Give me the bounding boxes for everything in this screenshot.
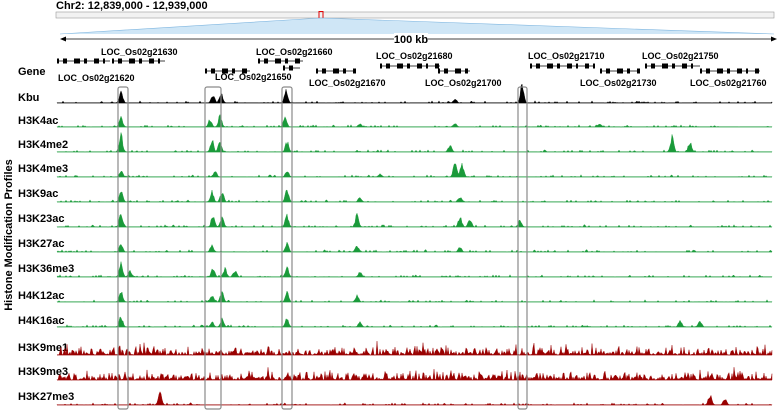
gene-label: LOC_Os02g21700: [425, 78, 502, 88]
y-axis-label: Histone Modification Profiles: [3, 159, 15, 311]
highlight-boxes: [117, 86, 528, 410]
highlight-box: [117, 86, 129, 410]
track-label: H3K23ac: [18, 213, 64, 225]
highlight-box: [281, 86, 293, 410]
track-label: H3K4me2: [18, 139, 68, 151]
gene-model: [438, 68, 470, 74]
track-signal: [56, 132, 773, 153]
track-signal: [56, 212, 773, 228]
track-signal: [56, 241, 773, 253]
track-signal: [56, 83, 773, 104]
gene-model: [380, 63, 440, 69]
gene-labels-bottom: LOC_Os02g21620 LOC_Os02g21650 LOC_Os02g2…: [58, 72, 767, 88]
gene-label: LOC_Os02g21680: [376, 51, 453, 61]
track-label: H3K9ac: [18, 188, 58, 200]
track-label: H3K27me3: [18, 391, 74, 403]
track-label: H3K27ac: [18, 238, 64, 250]
gene-model: [112, 58, 165, 64]
track-signal: [56, 189, 773, 203]
gene-model: [700, 68, 760, 74]
track-labels: Kbu H3K4ac H3K4me2 H3K4me3 H3K9ac H3K23ac H3K2…: [18, 92, 74, 403]
gene-model: [645, 63, 700, 69]
track-signal: [56, 261, 773, 278]
gene-model: [316, 68, 356, 74]
track-label: H4K16ac: [18, 315, 64, 327]
track-signals: [56, 83, 773, 406]
track-label: H3K9me1: [18, 342, 68, 354]
track-signal: [56, 290, 773, 303]
gene-label: LOC_Os02g21620: [58, 73, 135, 83]
track-label: H3K36me3: [18, 263, 74, 275]
track-signal: [56, 367, 773, 381]
gene-model: [530, 63, 595, 69]
gene-label: LOC_Os02g21710: [528, 51, 605, 61]
track-label: H4K12ac: [18, 290, 64, 302]
gene-track-label: Gene: [18, 66, 46, 78]
gene-label: LOC_Os02g21760: [690, 78, 767, 88]
gene-label: LOC_Os02g21630: [101, 47, 178, 57]
gene-label: LOC_Os02g21730: [580, 78, 657, 88]
highlight-box: [204, 86, 222, 410]
track-label: H3K4ac: [18, 115, 58, 127]
track-label: H3K9me3: [18, 366, 68, 378]
track-label: Kbu: [18, 92, 39, 104]
track-label: H3K4me3: [18, 163, 68, 175]
gene-model: [600, 68, 640, 74]
gene-model: [258, 58, 303, 64]
track-signal: [56, 113, 773, 128]
gene-models: [57, 58, 760, 74]
gene-label: LOC_Os02g21750: [642, 51, 719, 61]
gene-label: LOC_Os02g21650: [215, 72, 292, 82]
region-coordinates: Chr2: 12,839,000 - 12,939,000: [56, 0, 208, 12]
track-signal: [56, 163, 773, 178]
highlight-box: [517, 86, 528, 410]
track-signal: [56, 316, 773, 328]
gene-model: [205, 68, 250, 74]
track-signal: [56, 391, 773, 406]
zoom-funnel: [60, 18, 774, 34]
gene-label: LOC_Os02g21670: [309, 78, 386, 88]
chromosome-ideogram: [55, 11, 775, 19]
track-signal: [56, 341, 773, 356]
gene-model: [57, 58, 110, 64]
gene-labels-top: LOC_Os02g21630 LOC_Os02g21660 LOC_Os02g2…: [101, 47, 719, 61]
gene-label: LOC_Os02g21660: [256, 47, 333, 57]
scale-label: 100 kb: [394, 34, 429, 46]
gene-model: [283, 65, 300, 71]
